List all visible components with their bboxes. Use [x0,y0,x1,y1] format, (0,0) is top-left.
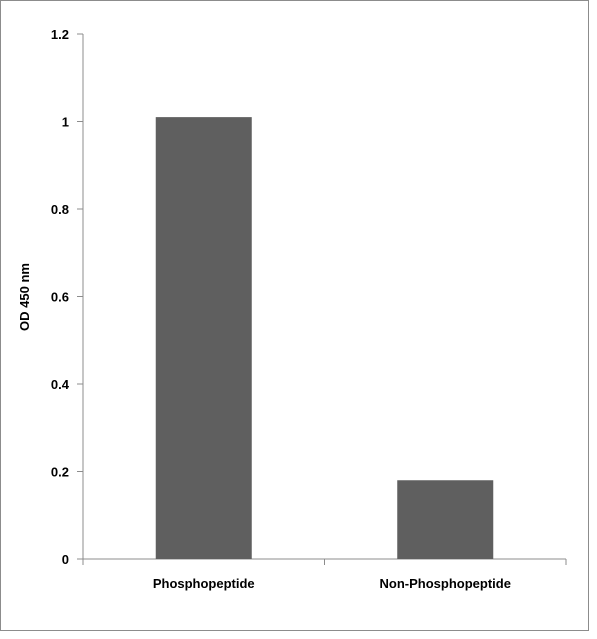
y-axis-title: OD 450 nm [17,263,32,331]
y-tick-label: 1 [62,115,69,130]
y-tick-label: 0.8 [51,202,69,217]
bar-chart: 0 0.2 0.4 0.6 0.8 1 1.2 Phosphopeptide Non-Phosp… [17,27,567,591]
y-tick-label: 0 [62,552,69,567]
bar-non-phosphopeptide [397,480,494,559]
x-tick-label: Phosphopeptide [153,576,255,591]
x-tick-label: Non-Phosphopeptide [380,576,511,591]
bar-phosphopeptide [155,117,252,559]
y-tick-label: 0.6 [51,290,69,305]
plot-area: 0 0.2 0.4 0.6 0.8 1 1.2 Phosphopeptide Non-Phosp… [51,27,567,591]
y-tick-label: 1.2 [51,27,69,42]
y-tick-label: 0.4 [51,377,70,392]
y-tick-label: 0.2 [51,465,69,480]
chart-frame: 0 0.2 0.4 0.6 0.8 1 1.2 Phosphopeptide Non-Phosp… [0,0,589,631]
